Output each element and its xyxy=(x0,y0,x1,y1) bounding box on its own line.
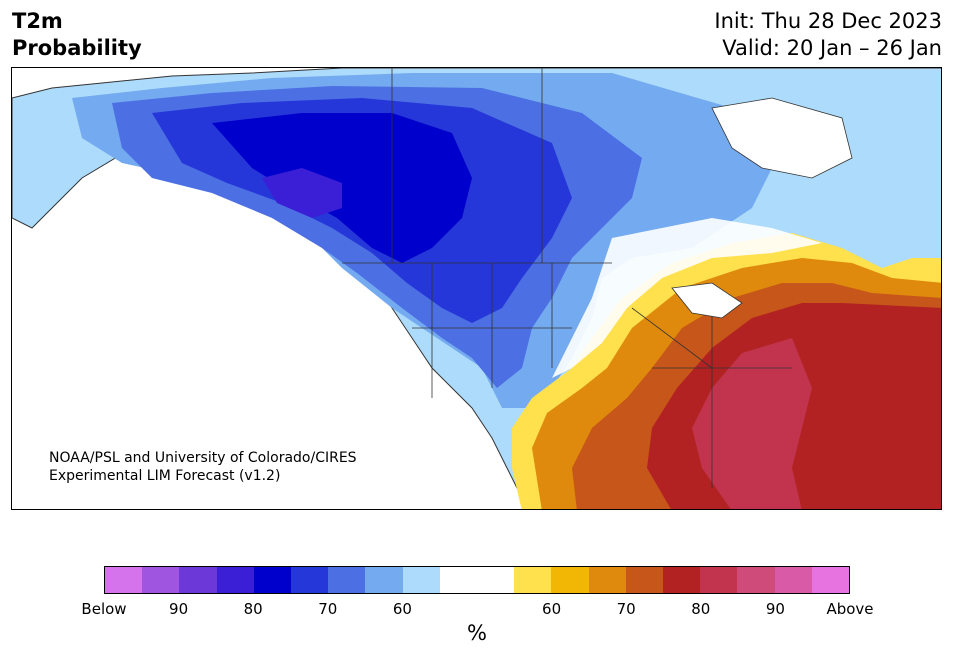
colorbar-swatch xyxy=(514,567,552,593)
init-date: Init: Thu 28 Dec 2023 xyxy=(714,9,942,33)
probability-map xyxy=(11,67,942,510)
colorbar-swatch xyxy=(291,567,329,593)
credit-line-2: Experimental LIM Forecast (v1.2) xyxy=(49,468,281,484)
warm-above-band xyxy=(692,338,812,509)
forecast-dates: Init: Thu 28 Dec 2023 Valid: 20 Jan – 26… xyxy=(714,8,942,62)
colorbar-swatch xyxy=(774,567,812,593)
colorbar-tick-label: 70 xyxy=(318,600,338,618)
credit-line-1: NOAA/PSL and University of Colorado/CIRE… xyxy=(49,450,357,466)
colorbar-swatch xyxy=(625,567,664,593)
colorbar-tick-label: 90 xyxy=(765,600,785,618)
colorbar-swatch xyxy=(105,567,143,593)
colorbar-swatch xyxy=(551,567,589,593)
colorbar-swatch xyxy=(588,567,626,593)
map-canvas xyxy=(12,68,941,509)
colorbar-tick-label: 80 xyxy=(691,600,711,618)
colorbar-unit: % xyxy=(467,621,487,645)
colorbar-swatch xyxy=(328,567,366,593)
blue-above-band xyxy=(262,168,342,218)
colorbar xyxy=(104,566,850,594)
hudson-bay xyxy=(711,97,853,179)
neutral-zone xyxy=(552,218,822,378)
colorbar-swatch xyxy=(811,567,850,593)
colorbar-swatch xyxy=(439,567,478,593)
colorbar-swatch xyxy=(365,567,403,593)
colorbar-tick-label: 70 xyxy=(616,600,636,618)
colorbar-tick-label: 60 xyxy=(542,600,562,618)
credit-text: NOAA/PSL and University of Colorado/CIRE… xyxy=(49,449,357,485)
colorbar-tick-label: 60 xyxy=(392,600,412,618)
great-lakes xyxy=(671,282,743,319)
colorbar-tick-label: 90 xyxy=(169,600,189,618)
political-boundaries xyxy=(342,68,792,488)
colorbar-tick-label: Below xyxy=(81,600,127,618)
colorbar-swatch xyxy=(142,567,180,593)
colorbar-swatch xyxy=(253,567,292,593)
colorbar-swatch xyxy=(663,567,701,593)
colorbar-swatch xyxy=(700,567,738,593)
colorbar-tick-label: Above xyxy=(826,600,874,618)
valid-range: Valid: 20 Jan – 26 Jan xyxy=(722,36,942,60)
colorbar-swatch xyxy=(477,567,515,593)
colorbar-swatch xyxy=(216,567,254,593)
colorbar-swatch xyxy=(737,567,775,593)
colorbar-swatch xyxy=(402,567,440,593)
map-title: T2m Probability xyxy=(12,9,142,60)
colorbar-tick-label: 80 xyxy=(243,600,263,618)
colorbar-swatch xyxy=(179,567,217,593)
